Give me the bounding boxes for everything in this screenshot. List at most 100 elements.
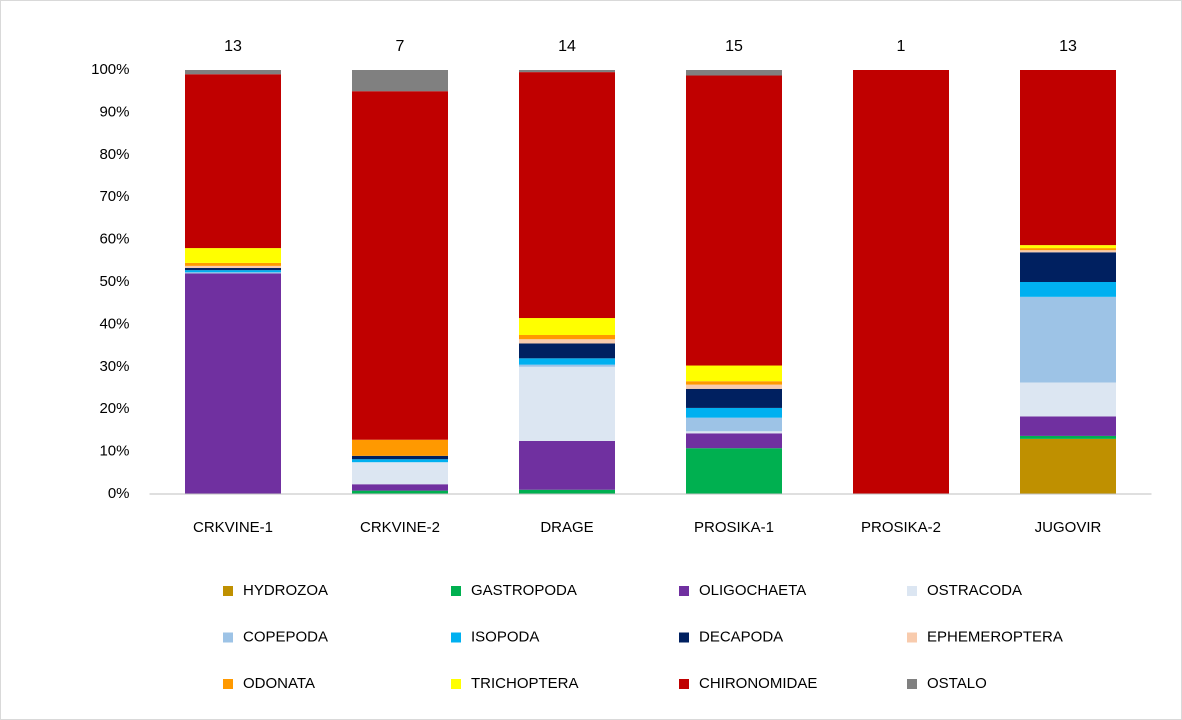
bar-segment <box>519 441 615 490</box>
bar-segment <box>686 381 782 385</box>
bar-annotation: 15 <box>725 38 743 55</box>
legend-swatch <box>679 679 689 689</box>
bar-segment <box>1020 282 1116 297</box>
bar-segment <box>1020 416 1116 436</box>
bar-segment <box>352 70 448 92</box>
bar-annotation: 7 <box>396 38 405 55</box>
bar-segment <box>185 74 281 249</box>
y-tick-label: 80% <box>99 146 129 163</box>
bar-segment <box>352 439 448 456</box>
legend-label: TRICHOPTERA <box>471 675 579 692</box>
bar-segment <box>686 384 782 389</box>
bar-segment <box>1020 382 1116 417</box>
bar-segment <box>185 270 281 273</box>
legend-label: OSTRACODA <box>927 582 1022 599</box>
bar-segment <box>686 70 782 76</box>
bar-segment <box>185 70 281 75</box>
legend-label: ISOPODA <box>471 628 539 645</box>
bar-segment <box>185 272 281 274</box>
legend-label: OSTALO <box>927 675 987 692</box>
legend-swatch <box>451 632 461 643</box>
legend-swatch <box>907 679 917 689</box>
x-tick-label: PROSIKA-1 <box>694 519 774 536</box>
y-tick-label: 90% <box>99 103 129 120</box>
bar-segment <box>853 70 949 494</box>
x-tick-label: DRAGE <box>540 519 593 536</box>
y-tick-label: 20% <box>99 400 129 417</box>
x-tick-label: CRKVINE-1 <box>193 519 273 536</box>
legend-label: OLIGOCHAETA <box>699 582 806 599</box>
legend-swatch <box>223 586 233 596</box>
bar-segment <box>352 484 448 491</box>
bar-segment <box>185 248 281 263</box>
bar-segment <box>519 72 615 319</box>
bar-segment <box>686 431 782 434</box>
legend-swatch <box>451 679 461 689</box>
y-tick-label: 70% <box>99 188 129 205</box>
bar-segment <box>519 339 615 344</box>
y-tick-label: 50% <box>99 273 129 290</box>
x-tick-label: PROSIKA-2 <box>861 519 941 536</box>
bar-segment <box>519 489 615 494</box>
bar-segment <box>686 417 782 432</box>
legend-label: EPHEMEROPTERA <box>927 628 1063 645</box>
bar-segment <box>519 366 615 441</box>
bar-segment <box>519 318 615 335</box>
bar-segment <box>185 273 281 494</box>
y-tick-label: 30% <box>99 358 129 375</box>
legend-swatch <box>679 632 689 643</box>
bar-segment <box>519 335 615 340</box>
x-tick-label: CRKVINE-2 <box>360 519 440 536</box>
legend-swatch <box>451 586 461 596</box>
bar-segment <box>352 455 448 460</box>
bar-segment <box>352 459 448 463</box>
legend-label: CHIRONOMIDAE <box>699 675 817 692</box>
bar-segment <box>352 91 448 440</box>
legend-label: ODONATA <box>243 675 315 692</box>
bar-annotation: 13 <box>1059 38 1077 55</box>
bar-segment <box>1020 70 1116 246</box>
bar-annotation: 14 <box>558 38 576 55</box>
x-tick-label: JUGOVIR <box>1035 519 1102 536</box>
bar-segment <box>185 265 281 269</box>
bar-annotation: 13 <box>224 38 242 55</box>
bar-segment <box>686 388 782 408</box>
legend-label: COPEPODA <box>243 628 328 645</box>
bar-segment <box>686 75 782 366</box>
bar-segment <box>686 365 782 382</box>
bar-segment <box>686 407 782 418</box>
bar-annotation: 1 <box>897 38 906 55</box>
y-tick-label: 10% <box>99 443 129 460</box>
legend-label: HYDROZOA <box>243 582 328 599</box>
legend-swatch <box>679 586 689 596</box>
bar-segment <box>1020 248 1116 251</box>
bar-segment <box>686 433 782 449</box>
bar-segment <box>1020 296 1116 383</box>
legend-swatch <box>907 586 917 596</box>
y-tick-label: 100% <box>91 61 129 78</box>
legend-swatch <box>223 679 233 689</box>
bar-segment <box>1020 435 1116 439</box>
bar-segment <box>352 490 448 494</box>
bar-segment <box>519 358 615 365</box>
legend-swatch <box>907 632 917 643</box>
bar-segment <box>1020 252 1116 282</box>
bar-segment <box>519 70 615 73</box>
bar-segment <box>686 448 782 494</box>
legend-label: GASTROPODA <box>471 582 577 599</box>
bar-segment <box>519 343 615 359</box>
legend-label: DECAPODA <box>699 628 783 645</box>
bar-segment <box>1020 245 1116 249</box>
bar-segment <box>1020 250 1116 253</box>
bar-segment <box>185 268 281 271</box>
legend-swatch <box>223 632 233 643</box>
bar-segment <box>352 462 448 485</box>
bar-segment <box>519 364 615 367</box>
y-tick-label: 40% <box>99 315 129 332</box>
y-tick-label: 0% <box>108 485 130 502</box>
y-tick-label: 60% <box>99 231 129 248</box>
bar-segment <box>185 262 281 266</box>
bar-segment <box>1020 438 1116 494</box>
